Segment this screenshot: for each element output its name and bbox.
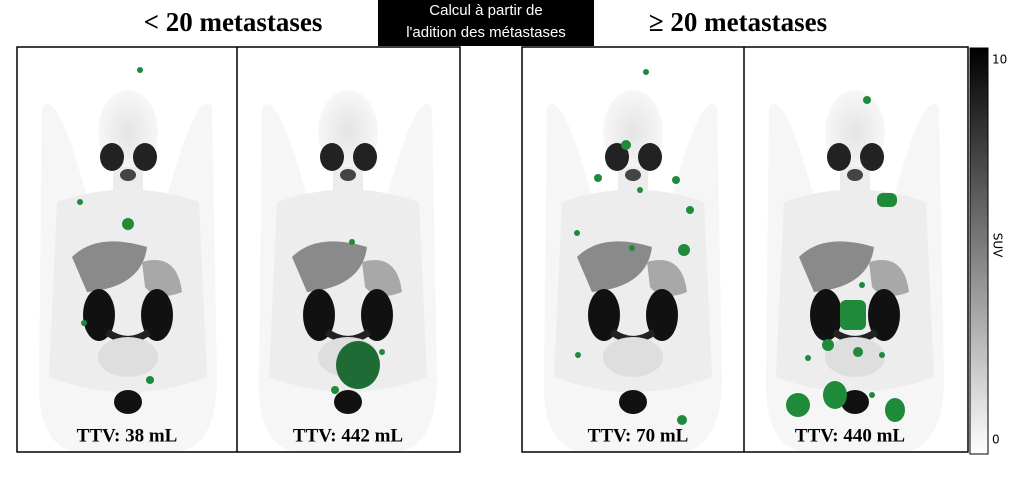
caption-line: Calcul à partir de	[429, 2, 542, 19]
panel: TTV: 70 mL	[544, 69, 722, 452]
ttv-label: TTV: 440 mL	[795, 425, 905, 446]
colorbar-min: 0	[992, 433, 1000, 447]
colorbar-label: SUV	[991, 233, 1005, 258]
colorbar-max: 10	[992, 53, 1007, 67]
colorbar	[969, 47, 989, 455]
ttv-label: TTV: 442 mL	[293, 425, 403, 446]
ttv-label: TTV: 38 mL	[77, 425, 178, 446]
caption-line: l'adition des métastases	[406, 24, 566, 41]
panel-frames	[16, 46, 969, 453]
panel: TTV: 442 mL	[259, 90, 437, 452]
panel: TTV: 440 mL	[766, 90, 944, 452]
panel: TTV: 38 mL	[39, 67, 217, 452]
ttv-label: TTV: 70 mL	[588, 425, 689, 446]
header-right: ≥ 20 metastases	[649, 7, 827, 37]
caption-box	[378, 0, 594, 46]
header-left: < 20 metastases	[144, 7, 323, 37]
